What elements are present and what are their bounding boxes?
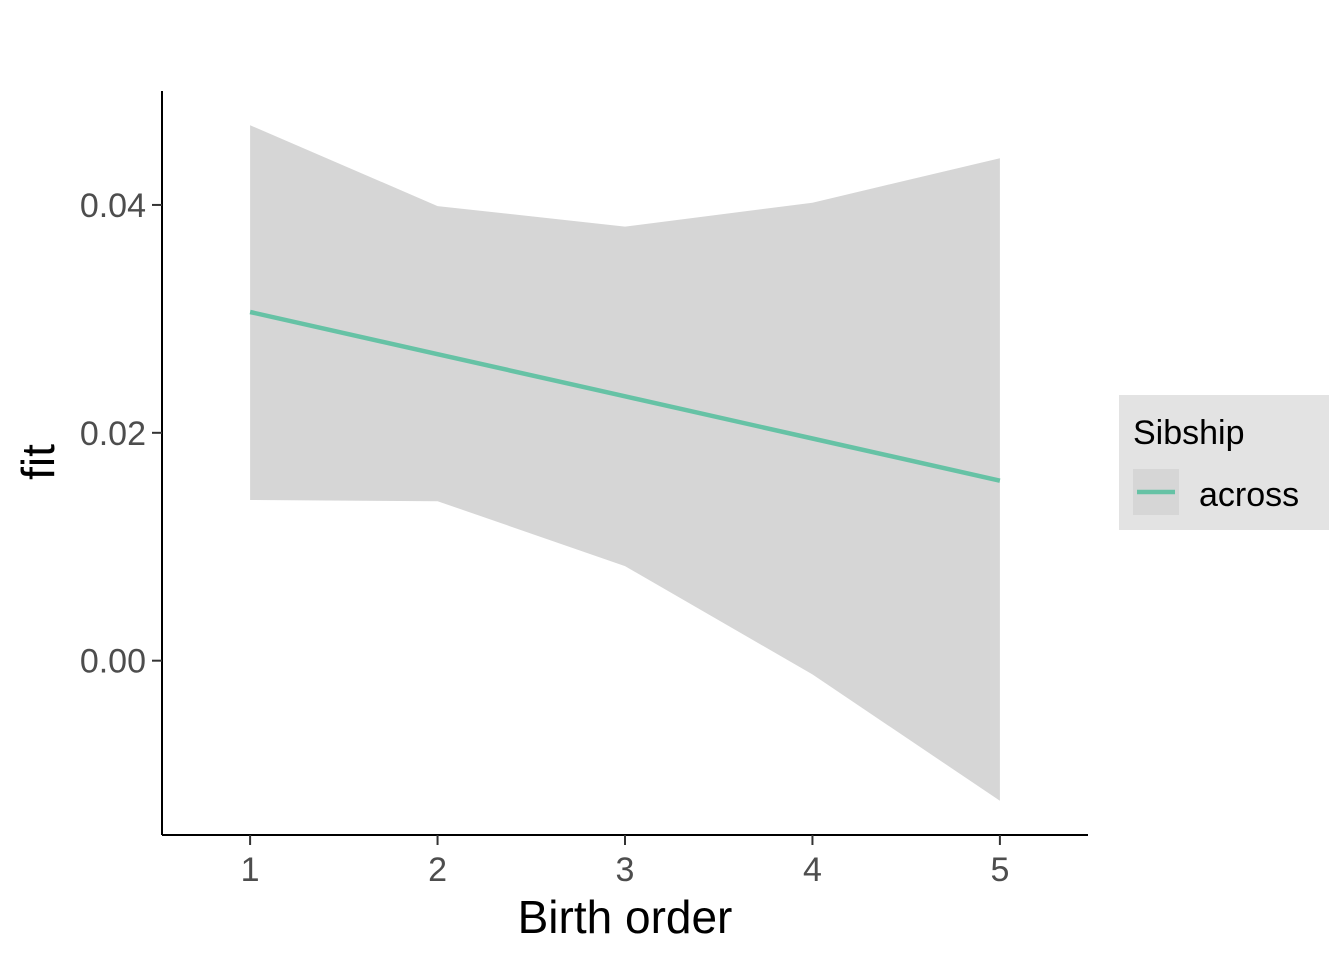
x-tick-label: 2 [428, 851, 447, 889]
y-tick-label: 0.04 [80, 187, 146, 225]
legend: Sibship across [1119, 395, 1329, 530]
x-axis-ticks: 1 2 3 4 5 [241, 835, 1009, 889]
x-axis-title: Birth order [518, 891, 733, 943]
y-tick-label: 0.00 [80, 643, 146, 681]
x-tick-label: 3 [616, 851, 635, 889]
x-tick-label: 5 [990, 851, 1009, 889]
confidence-band-layer [250, 125, 1000, 801]
x-tick-label: 1 [241, 851, 260, 889]
x-tick-label: 4 [803, 851, 822, 889]
fit-line-across [249, 309, 1001, 483]
y-tick-label: 0.02 [80, 415, 146, 453]
legend-title: Sibship [1133, 414, 1245, 452]
legend-entry-across: across [1199, 476, 1299, 514]
y-axis-title: fit [12, 444, 64, 480]
confidence-band-across [250, 125, 1000, 801]
y-axis-ticks: 0.00 0.02 0.04 [80, 187, 162, 681]
fit-line-layer [249, 309, 1001, 483]
